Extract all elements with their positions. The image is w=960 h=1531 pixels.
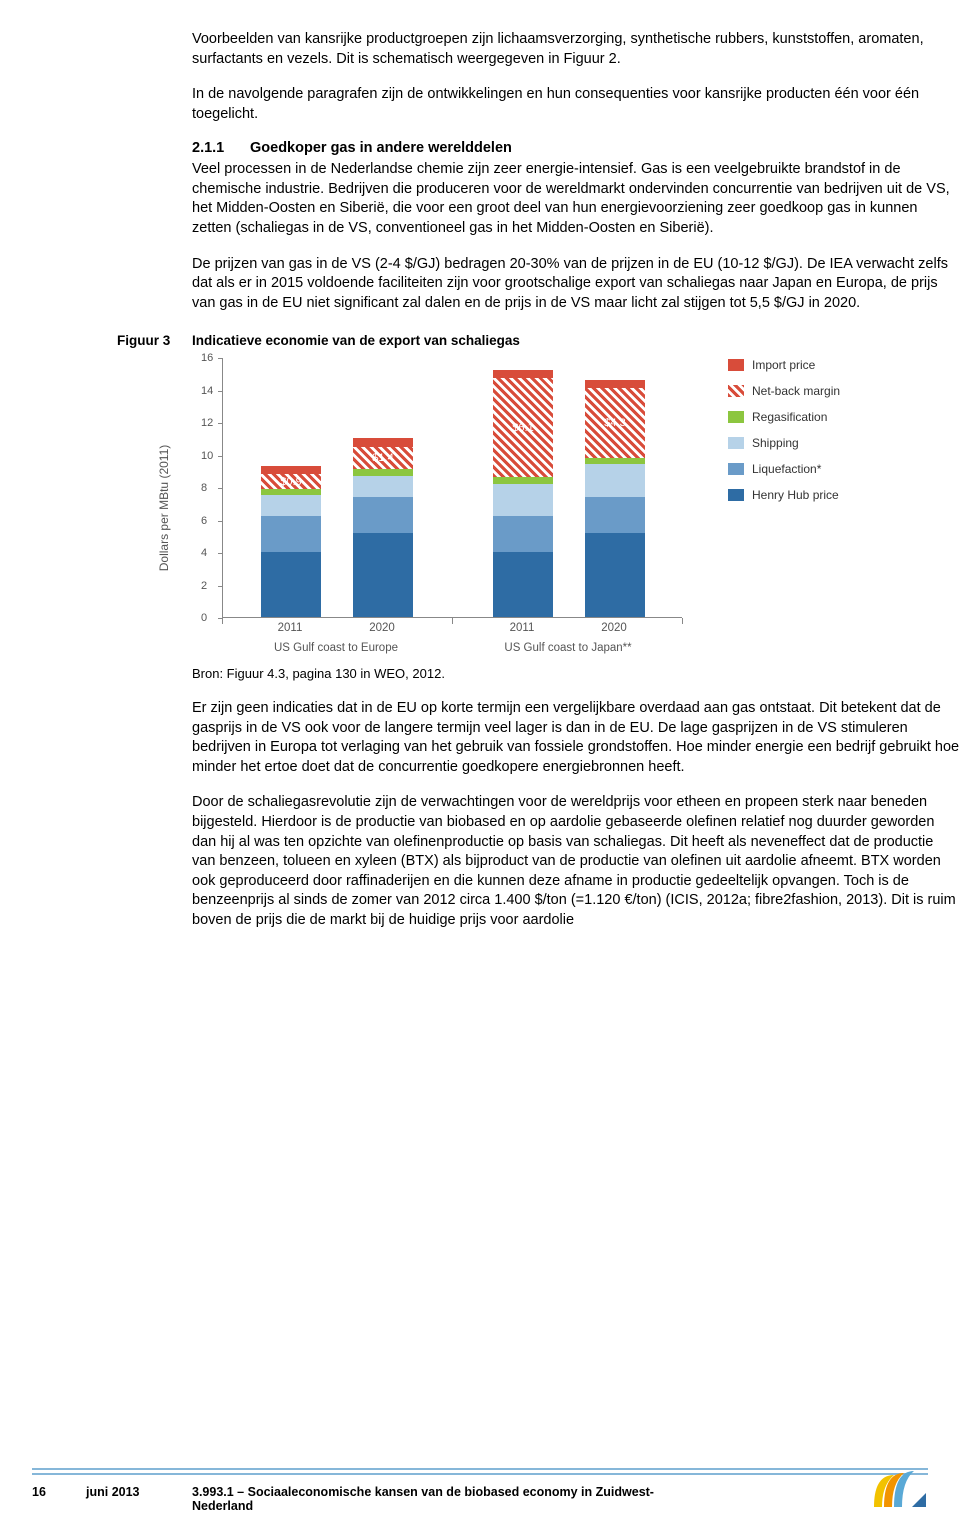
legend-swatch-icon	[728, 385, 744, 397]
bar-segment-henry_hub	[353, 533, 413, 618]
footer-page-number: 16	[32, 1485, 86, 1513]
chart-bar: $4.3	[585, 380, 645, 617]
figure-source: Bron: Figuur 4.3, pagina 130 in WEO, 201…	[192, 666, 960, 681]
footer-doc-title: 3.993.1 – Sociaaleconomische kansen van …	[192, 1485, 692, 1513]
legend-item-netback: Net-back margin	[728, 384, 840, 398]
legend-swatch-icon	[728, 437, 744, 449]
bar-segment-import	[585, 380, 645, 388]
paragraph-intro-2: In de navolgende paragrafen zijn de ontw…	[192, 85, 960, 124]
section-title: Goedkoper gas in andere werelddelen	[250, 140, 512, 156]
legend-label: Shipping	[752, 436, 799, 450]
x-tick-label: 2011	[260, 622, 320, 634]
y-tick-label: 2	[201, 580, 207, 592]
bar-segment-henry_hub	[261, 552, 321, 617]
y-tick-label: 0	[201, 612, 207, 624]
y-axis-label: Dollars per MBtu (2011)	[157, 445, 171, 572]
chart-bar: $1.4	[353, 438, 413, 617]
chart-area: Dollars per MBtu (2011) 0246810121416$0.…	[192, 358, 712, 658]
page-footer: 16 juni 2013 3.993.1 – Sociaaleconomisch…	[0, 1468, 960, 1513]
x-tick-label: 2020	[352, 622, 412, 634]
bar-segment-shipping	[493, 484, 553, 517]
x-group-label: US Gulf coast to Europe	[256, 642, 416, 654]
section-heading: 2.1.1 Goedkoper gas in andere werelddele…	[192, 140, 960, 156]
chart-bar: $6.1	[493, 370, 553, 617]
bar-segment-netback	[261, 474, 321, 489]
legend-label: Net-back margin	[752, 384, 840, 398]
bar-segment-netback	[353, 447, 413, 470]
bar-segment-liquefaction	[493, 516, 553, 552]
legend-label: Import price	[752, 358, 815, 372]
chart-plot: 0246810121416$0.9$1.4$6.1$4.3	[222, 358, 682, 618]
y-tick-label: 10	[201, 450, 213, 462]
bar-segment-shipping	[353, 476, 413, 497]
bar-segment-liquefaction	[353, 497, 413, 533]
bar-segment-shipping	[261, 495, 321, 516]
bar-segment-import	[493, 370, 553, 378]
bar-segment-import	[261, 466, 321, 474]
y-tick-label: 12	[201, 417, 213, 429]
paragraph-intro-1: Voorbeelden van kansrijke productgroepen…	[192, 30, 960, 69]
bar-segment-liquefaction	[261, 516, 321, 552]
bar-segment-shipping	[585, 464, 645, 497]
bar-segment-netback	[493, 378, 553, 477]
section-body-1: Veel processen in de Nederlandse chemie …	[192, 160, 960, 238]
bar-segment-liquefaction	[585, 497, 645, 533]
legend-label: Liquefaction*	[752, 462, 821, 476]
x-tick-label: 2011	[492, 622, 552, 634]
body-after-figure-1: Er zijn geen indicaties dat in de EU op …	[192, 699, 960, 777]
chart-legend: Import price Net-back margin Regasificatio…	[728, 358, 840, 514]
figure-title: Indicatieve economie van de export van s…	[192, 333, 520, 348]
legend-swatch-icon	[728, 411, 744, 423]
x-group-label: US Gulf coast to Japan**	[488, 642, 648, 654]
legend-item-liquefaction: Liquefaction*	[728, 462, 840, 476]
footer-date: juni 2013	[86, 1485, 192, 1513]
section-body-2: De prijzen van gas in de VS (2-4 $/GJ) b…	[192, 255, 960, 314]
footer-logo-icon	[868, 1467, 928, 1511]
legend-item-henry_hub: Henry Hub price	[728, 488, 840, 502]
legend-label: Regasification	[752, 410, 827, 424]
bar-segment-henry_hub	[493, 552, 553, 617]
legend-item-shipping: Shipping	[728, 436, 840, 450]
section-number: 2.1.1	[192, 140, 250, 156]
figure-3: Figuur 3 Indicatieve economie van de exp…	[117, 333, 960, 681]
y-tick-label: 14	[201, 385, 213, 397]
legend-swatch-icon	[728, 463, 744, 475]
legend-item-import: Import price	[728, 358, 840, 372]
body-after-figure-2: Door de schaliegasrevolutie zijn de verw…	[192, 793, 960, 930]
bar-segment-netback	[585, 388, 645, 458]
chart-container: Dollars per MBtu (2011) 0246810121416$0.…	[192, 358, 960, 658]
bar-segment-import	[353, 438, 413, 446]
y-tick-label: 8	[201, 482, 207, 494]
figure-label: Figuur 3	[117, 333, 192, 348]
y-tick-label: 6	[201, 515, 207, 527]
y-tick-label: 4	[201, 547, 207, 559]
legend-item-regasification: Regasification	[728, 410, 840, 424]
y-tick-label: 16	[201, 352, 213, 364]
legend-label: Henry Hub price	[752, 488, 839, 502]
bar-segment-henry_hub	[585, 533, 645, 618]
legend-swatch-icon	[728, 359, 744, 371]
legend-swatch-icon	[728, 489, 744, 501]
x-tick-label: 2020	[584, 622, 644, 634]
chart-bar: $0.9	[261, 466, 321, 617]
